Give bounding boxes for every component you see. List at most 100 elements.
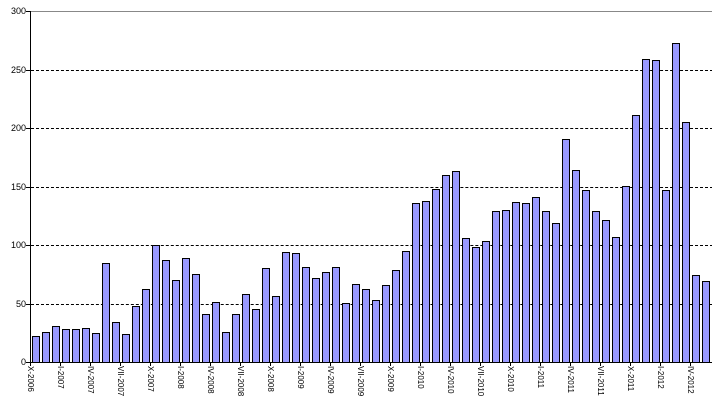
y-axis-label-300: 300 xyxy=(10,6,26,16)
bar xyxy=(332,267,340,362)
y-tick-300 xyxy=(26,11,30,12)
bar xyxy=(622,186,630,362)
x-axis-label-VII-2009: VII-2009 xyxy=(356,366,365,397)
x-tick-I-2011 xyxy=(540,362,541,366)
bar xyxy=(342,303,350,362)
x-axis-label-VII-2007: VII-2007 xyxy=(116,366,125,397)
bar xyxy=(672,43,680,362)
bar xyxy=(182,258,190,362)
bar xyxy=(352,284,360,362)
bar xyxy=(502,210,510,362)
x-axis-label-IV-2009: IV-2009 xyxy=(326,366,335,394)
bar xyxy=(202,314,210,362)
x-tick-IV-2007 xyxy=(90,362,91,366)
x-tick-I-2009 xyxy=(300,362,301,366)
bar xyxy=(432,189,440,362)
bar xyxy=(522,203,530,362)
y-tick-200 xyxy=(26,128,30,129)
y-tick-150 xyxy=(26,186,30,188)
y-axis-label-100: 100 xyxy=(10,240,26,250)
bar xyxy=(592,211,600,362)
x-tick-I-2010 xyxy=(420,362,421,366)
bar xyxy=(272,296,280,362)
bar xyxy=(492,211,500,362)
bar xyxy=(582,190,590,362)
x-tick-IV-2010 xyxy=(450,362,451,366)
x-axis-label-VII-2008: VII-2008 xyxy=(236,366,245,397)
bar xyxy=(132,306,140,362)
y-axis-label-150: 150 xyxy=(10,181,26,192)
x-axis-label-I-2010: I-2010 xyxy=(416,366,425,389)
y-axis-label-0: 0 xyxy=(20,357,26,367)
bar xyxy=(222,332,230,362)
bar xyxy=(422,201,430,362)
gridline-50 xyxy=(31,303,712,305)
bar xyxy=(162,260,170,362)
bar xyxy=(102,263,110,362)
x-axis-line xyxy=(26,362,712,363)
bar xyxy=(322,272,330,362)
bar xyxy=(702,281,710,362)
x-axis-label-I-2007: I-2007 xyxy=(56,366,65,389)
bar xyxy=(292,253,300,362)
bar xyxy=(32,336,40,362)
x-tick-X-2009 xyxy=(390,362,391,366)
x-axis-label-X-2006: X-2006 xyxy=(26,366,35,392)
bar xyxy=(462,238,470,362)
bar xyxy=(112,322,120,362)
x-axis-label-IV-2012: IV-2012 xyxy=(686,366,695,394)
bar xyxy=(692,275,700,362)
x-tick-X-2008 xyxy=(270,362,271,366)
bar xyxy=(532,197,540,362)
bar xyxy=(262,268,270,362)
bar xyxy=(72,329,80,362)
x-axis-label-IV-2007: IV-2007 xyxy=(86,366,95,394)
y-axis-label-50: 50 xyxy=(15,298,26,309)
y-tick-250 xyxy=(26,69,30,71)
x-tick-VII-2007 xyxy=(120,362,121,366)
bar xyxy=(662,190,670,362)
x-axis-label-X-2011: X-2011 xyxy=(626,366,635,392)
x-axis-label-IV-2011: IV-2011 xyxy=(566,366,575,393)
bar xyxy=(62,329,70,362)
x-axis-label-I-2012: I-2012 xyxy=(656,366,665,389)
bar xyxy=(442,175,450,362)
bar xyxy=(552,223,560,362)
bar xyxy=(542,211,550,362)
x-axis-label-X-2010: X-2010 xyxy=(506,366,515,392)
x-axis-label-X-2007: X-2007 xyxy=(146,366,155,392)
x-axis-label-IV-2010: IV-2010 xyxy=(446,366,455,394)
gridline-150 xyxy=(31,186,712,188)
bar xyxy=(172,280,180,362)
x-tick-I-2007 xyxy=(60,362,61,366)
bar xyxy=(452,171,460,362)
bar xyxy=(152,245,160,362)
x-tick-VII-2008 xyxy=(240,362,241,366)
y-tick-0 xyxy=(26,362,30,363)
bar xyxy=(632,115,640,362)
bar xyxy=(392,270,400,362)
bar xyxy=(52,326,60,362)
y-axis-label-200: 200 xyxy=(10,123,26,133)
bar xyxy=(92,333,100,362)
bar xyxy=(122,334,130,362)
top-gridline-300 xyxy=(30,11,712,12)
x-tick-IV-2008 xyxy=(210,362,211,366)
bar xyxy=(472,247,480,362)
gridline-100 xyxy=(31,245,712,246)
x-tick-IV-2011 xyxy=(570,362,571,366)
bar xyxy=(282,252,290,362)
x-tick-VII-2009 xyxy=(360,362,361,366)
x-tick-X-2007 xyxy=(150,362,151,366)
bar xyxy=(602,220,610,362)
x-tick-VII-2010 xyxy=(480,362,481,366)
bar xyxy=(562,139,570,362)
x-axis-label-I-2011: I-2011 xyxy=(536,366,545,389)
bar xyxy=(382,285,390,362)
bar xyxy=(402,251,410,362)
gridline-250 xyxy=(31,69,712,71)
y-axis-label-250: 250 xyxy=(10,64,26,75)
bar xyxy=(612,237,620,362)
bar xyxy=(192,274,200,362)
